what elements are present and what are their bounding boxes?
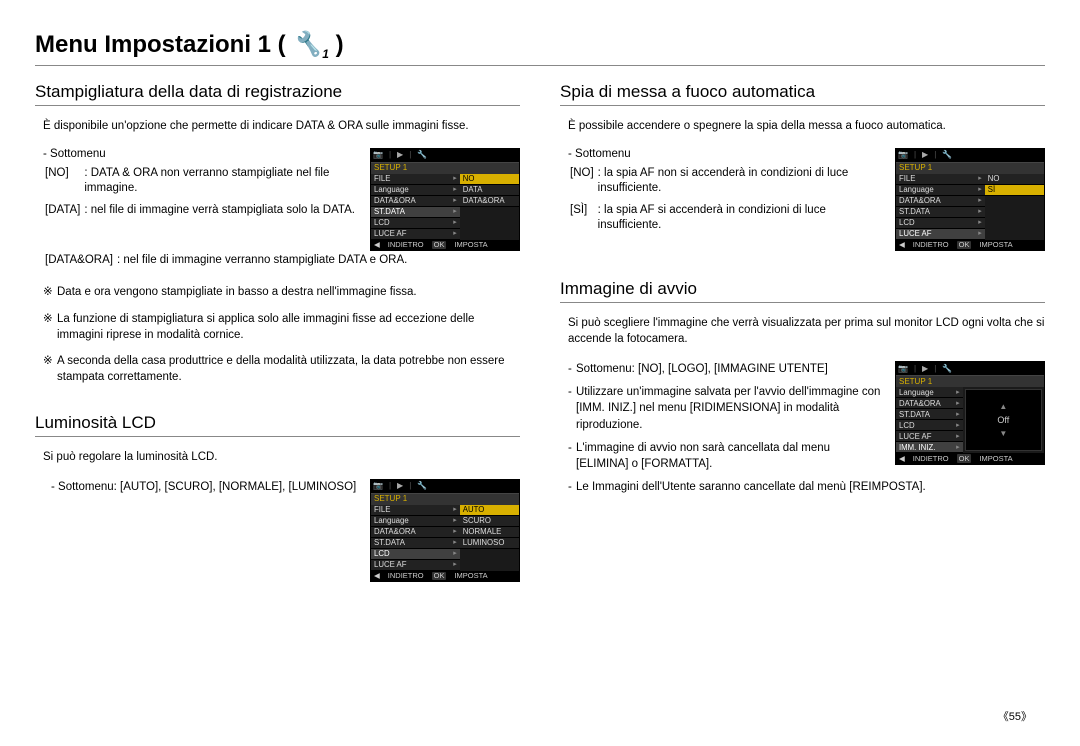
cam-menu-item: FILE▸ (371, 174, 460, 185)
heading-stampigliatura: Stampigliatura della data di registrazio… (35, 82, 520, 106)
def-dataora-row: [DATA&ORA]: nel file di immagine verrann… (43, 251, 520, 275)
def-data-text: : nel file di immagine verrà stampigliat… (84, 203, 358, 223)
cam-menu-item: ST.DATA▸ (371, 538, 460, 549)
notes-stampigliatura: ※Data e ora vengono stampigliate in bass… (43, 284, 520, 384)
cam-menu-item: SÌ (985, 185, 1044, 196)
wrench-icon: 🔧1 (292, 31, 329, 58)
intro-immagine: Si può scegliere l'immagine che verrà vi… (568, 315, 1045, 347)
cam-menu-item: LCD▸ (896, 218, 985, 229)
cam-menu-item: LCD▸ (371, 218, 460, 229)
camera-inset-lcd: 📷|▶|🔧 SETUP 1 FILE▸Language▸DATA&ORA▸ST.… (370, 479, 520, 582)
cam-menu-item: IMM. INIZ.▸ (896, 442, 963, 453)
def-data-label: [DATA] (45, 203, 82, 223)
cam-menu-item: DATA&ORA▸ (896, 196, 985, 207)
note-2: ※La funzione di stampigliatura si applic… (43, 311, 520, 343)
cam-menu-item: DATA&ORA▸ (371, 196, 460, 207)
cam1-left-list: FILE▸Language▸DATA&ORA▸ST.DATA▸LCD▸LUCE … (371, 174, 460, 240)
page-number: 《55》 (998, 708, 1032, 724)
cam-menu-item: FILE▸ (371, 505, 460, 516)
top-rule (35, 65, 1045, 66)
sottomenu-label-spia: - Sottomenu (568, 148, 885, 160)
cam-tabs: 📷|▶|🔧 (371, 149, 519, 163)
cam-menu-item: Language▸ (896, 185, 985, 196)
bullet-1: -Sottomenu: [NO], [LOGO], [IMMAGINE UTEN… (568, 361, 885, 378)
def-no-label: [NO] (45, 166, 82, 201)
chevron-up-icon: ▲ (999, 402, 1007, 411)
intro-luminosita: Si può regolare la luminosità LCD. (43, 449, 520, 465)
cam-menu-item: LUMINOSO (460, 538, 519, 549)
cam-menu-item: ST.DATA▸ (371, 207, 460, 218)
cam2-right-list: AUTOSCURONORMALELUMINOSO (460, 505, 519, 571)
cam-menu-item: AUTO (460, 505, 519, 516)
cam-menu-item: FILE▸ (896, 174, 985, 185)
cam-menu-item: Language▸ (371, 185, 460, 196)
bullet-2: -Utilizzare un'immagine salvata per l'av… (568, 384, 885, 434)
camera-inset-stdata: 📷|▶|🔧 SETUP 1 FILE▸Language▸DATA&ORA▸ST.… (370, 148, 520, 251)
cam-menu-item: LCD▸ (896, 420, 963, 431)
cam-menu-item: NO (985, 174, 1044, 185)
definitions-spia: [NO]: la spia AF non si accenderà in con… (568, 164, 885, 240)
cam3-left-list: FILE▸Language▸DATA&ORA▸ST.DATA▸LCD▸LUCE … (896, 174, 985, 240)
play-icon: ▶ (397, 151, 403, 160)
bullets-immagine: -Sottomenu: [NO], [LOGO], [IMMAGINE UTEN… (568, 361, 885, 473)
bullet-4: -Le Immagini dell'Utente saranno cancell… (568, 479, 1045, 496)
cam4-left-list: Language▸DATA&ORA▸ST.DATA▸LCD▸LUCE AF▸IM… (896, 387, 963, 453)
cam-menu-item: LUCE AF▸ (896, 431, 963, 442)
definitions-stampigliatura: [NO]: DATA & ORA non verranno stampiglia… (43, 164, 360, 225)
cam-menu-item: Language▸ (371, 516, 460, 527)
left-column: Stampigliatura della data di registrazio… (35, 78, 520, 582)
cam-menu-item: NO (460, 174, 519, 185)
cam-menu-item: LCD▸ (371, 549, 460, 560)
wrench-tab-icon: 🔧 (417, 151, 427, 160)
note-1: ※Data e ora vengono stampigliate in bass… (43, 284, 520, 300)
cam1-right-list: NODATADATA&ORA (460, 174, 519, 240)
cam-menu-item: DATA&ORA▸ (371, 527, 460, 538)
cam-menu-item: SCURO (460, 516, 519, 527)
cam-menu-item: DATA (460, 185, 519, 196)
sottomenu-label-1: - Sottomenu (43, 148, 360, 160)
cam-menu-item: NORMALE (460, 527, 519, 538)
cam-menu-item: DATA&ORA (460, 196, 519, 207)
camera-icon: 📷 (373, 151, 383, 160)
chevron-down-icon: ▼ (999, 429, 1007, 438)
cam-menu-item: ST.DATA▸ (896, 207, 985, 218)
cam3-right-list: NOSÌ (985, 174, 1044, 240)
cam-menu-item: Language▸ (896, 387, 963, 398)
title-prefix: Menu Impostazioni 1 ( (35, 31, 292, 58)
heading-immagine: Immagine di avvio (560, 279, 1045, 303)
cam-menu-item: ST.DATA▸ (896, 409, 963, 420)
bullets-immagine-below: -Le Immagini dell'Utente saranno cancell… (568, 479, 1045, 496)
cam-menu-item: LUCE AF▸ (371, 560, 460, 571)
page-title: Menu Impostazioni 1 ( 🔧1 ) (35, 30, 1045, 61)
cam-menu-item: LUCE AF▸ (896, 229, 985, 240)
def-no-text: : DATA & ORA non verranno stampigliate n… (84, 166, 358, 201)
heading-spia: Spia di messa a fuoco automatica (560, 82, 1045, 106)
cam-menu-item: LUCE AF▸ (371, 229, 460, 240)
cam-menu-item: DATA&ORA▸ (896, 398, 963, 409)
heading-luminosita: Luminosità LCD (35, 413, 520, 437)
cam-setup-title: SETUP 1 (371, 163, 519, 174)
camera-inset-luceaf: 📷|▶|🔧 SETUP 1 FILE▸Language▸DATA&ORA▸ST.… (895, 148, 1045, 251)
intro-stampigliatura: È disponibile un'opzione che permette di… (43, 118, 520, 134)
camera-inset-immiz: 📷|▶|🔧 SETUP 1 Language▸DATA&ORA▸ST.DATA▸… (895, 361, 1045, 465)
bullet-3: -L'immagine di avvio non sarà cancellata… (568, 440, 885, 473)
startup-preview-box: ▲▼ Off (965, 389, 1042, 451)
note-3: ※A seconda della casa produttrice e dell… (43, 353, 520, 385)
intro-spia: È possibile accendere o spegnere la spia… (568, 118, 1045, 134)
title-suffix: ) (329, 31, 344, 58)
cam-footer: ◀INDIETROOKIMPOSTA (371, 240, 519, 250)
cam2-left-list: FILE▸Language▸DATA&ORA▸ST.DATA▸LCD▸LUCE … (371, 505, 460, 571)
sottomenu-lcd: - Sottomenu: [AUTO], [SCURO], [NORMALE],… (43, 479, 360, 496)
right-column: Spia di messa a fuoco automatica È possi… (560, 78, 1045, 582)
